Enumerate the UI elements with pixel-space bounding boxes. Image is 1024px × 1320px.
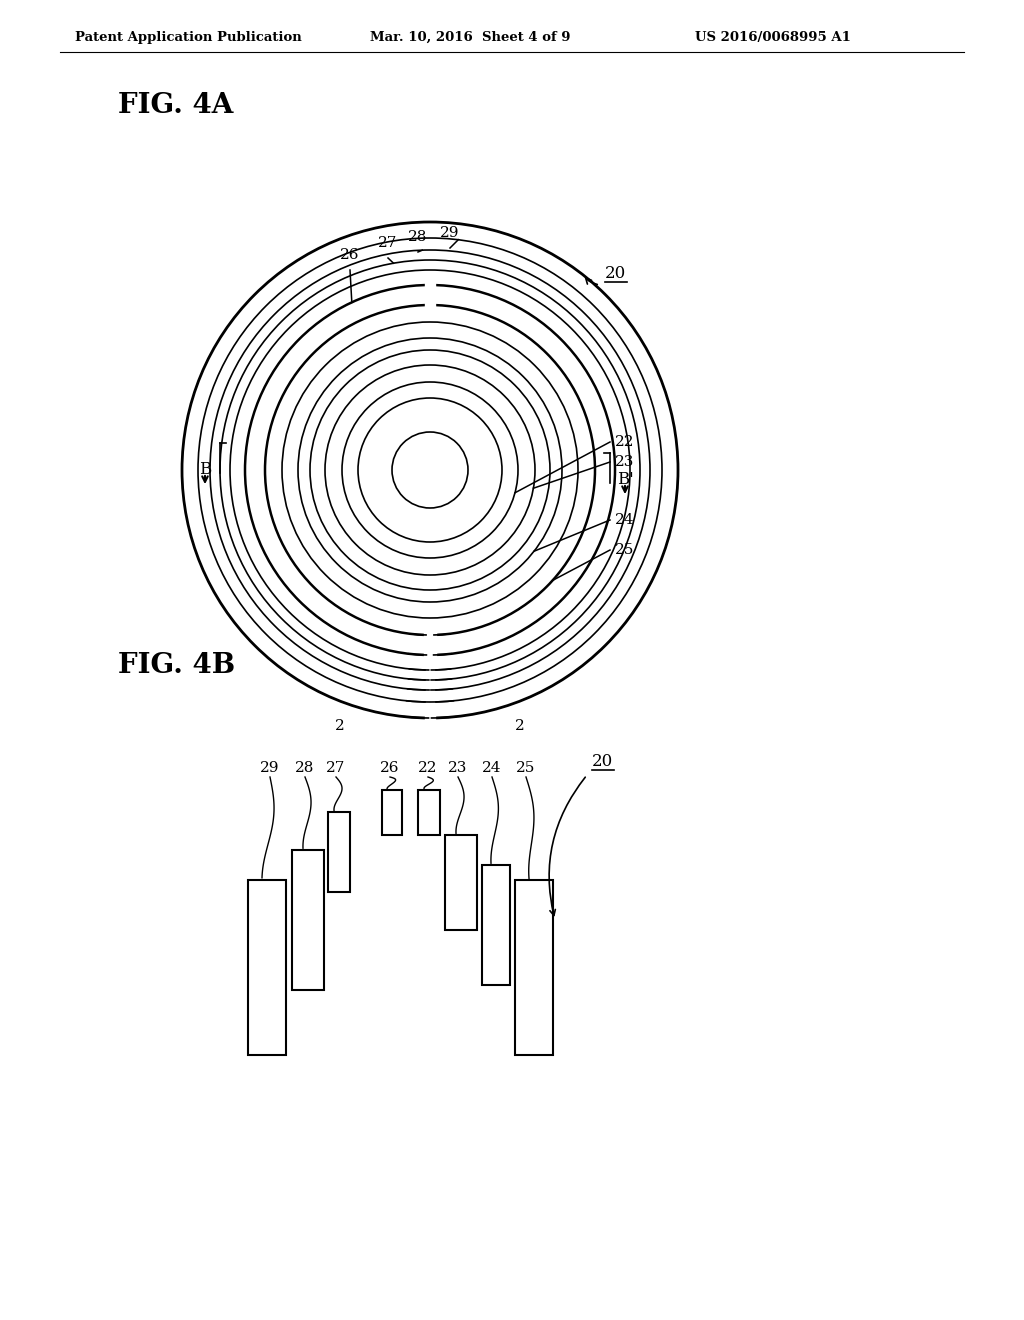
Text: 20: 20 — [592, 752, 613, 770]
Bar — [425, 300, 435, 310]
Text: 25: 25 — [516, 762, 536, 775]
Text: 20: 20 — [605, 265, 627, 282]
Text: 26: 26 — [340, 248, 359, 261]
Text: 23: 23 — [615, 455, 635, 469]
Bar — [248, 880, 286, 1055]
Bar — [426, 697, 434, 708]
Text: 25: 25 — [615, 543, 635, 557]
Text: B: B — [199, 462, 211, 479]
Text: FIG. 4B: FIG. 4B — [118, 652, 236, 678]
Text: Patent Application Publication: Patent Application Publication — [75, 30, 302, 44]
Text: FIG. 4A: FIG. 4A — [118, 92, 233, 119]
Text: 29: 29 — [260, 762, 280, 775]
Text: Mar. 10, 2016  Sheet 4 of 9: Mar. 10, 2016 Sheet 4 of 9 — [370, 30, 570, 44]
Bar — [515, 880, 553, 1055]
Text: 27: 27 — [378, 236, 397, 249]
Text: 22: 22 — [615, 436, 635, 449]
Bar — [426, 685, 434, 696]
Bar — [425, 280, 435, 290]
Text: 23: 23 — [449, 762, 468, 775]
Text: 27: 27 — [327, 762, 346, 775]
Bar — [426, 675, 434, 685]
Bar — [424, 630, 436, 640]
Text: B': B' — [616, 471, 634, 488]
Bar — [328, 812, 350, 892]
Bar — [424, 649, 436, 660]
Bar — [426, 665, 434, 675]
Bar — [482, 865, 510, 985]
Bar — [425, 713, 435, 723]
Text: 22: 22 — [418, 762, 437, 775]
Bar — [418, 789, 440, 836]
Text: 24: 24 — [482, 762, 502, 775]
Text: 2: 2 — [335, 719, 345, 733]
Text: 29: 29 — [440, 226, 460, 240]
Text: 28: 28 — [409, 230, 428, 244]
Text: 2: 2 — [515, 719, 525, 733]
Bar — [445, 836, 477, 931]
Text: 28: 28 — [295, 762, 314, 775]
Bar — [382, 789, 402, 836]
Text: US 2016/0068995 A1: US 2016/0068995 A1 — [695, 30, 851, 44]
Text: 26: 26 — [380, 762, 399, 775]
Text: 24: 24 — [615, 513, 635, 527]
Bar — [292, 850, 324, 990]
